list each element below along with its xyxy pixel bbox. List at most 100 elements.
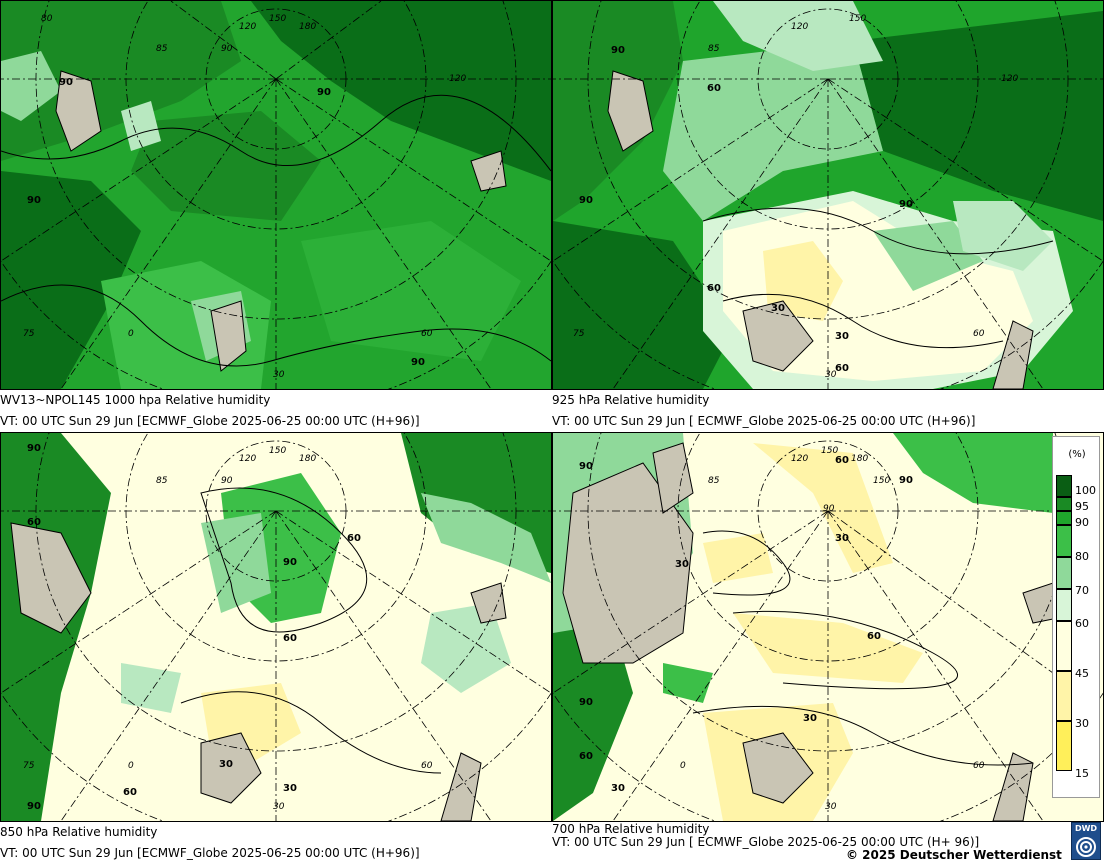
contour-label: 90 xyxy=(899,199,913,210)
legend-swatch xyxy=(1056,497,1072,511)
grid-label: 0 xyxy=(680,761,686,771)
grid-label: 180 xyxy=(299,454,316,464)
grid-label: 150 xyxy=(849,14,866,24)
grid-label: 75 xyxy=(573,329,585,339)
grid-label: 80 xyxy=(41,14,53,24)
legend-swatch xyxy=(1056,511,1072,525)
panel-title: WV13~NPOL145 1000 hpa Relative humidity xyxy=(0,393,271,407)
contour-label: 30 xyxy=(835,533,849,544)
panel-1000hpa: 150 180 120 90 85 80 75 60 30 0 120 90 9… xyxy=(0,0,552,432)
grid-label: 150 xyxy=(821,446,838,456)
grid-label: 75 xyxy=(23,329,35,339)
grid-label: 75 xyxy=(23,761,35,771)
humidity-map-700hpa: 150 180 120 90 85 150 60 30 0 90 60 90 3… xyxy=(552,432,1104,822)
grid-label: 85 xyxy=(156,476,168,486)
grid-label: 120 xyxy=(1001,74,1018,84)
grid-label: 85 xyxy=(156,44,168,54)
legend-swatch xyxy=(1056,621,1072,671)
grid-label: 85 xyxy=(708,44,720,54)
humidity-map-925hpa: 150 120 85 75 60 30 120 90 60 90 90 60 3… xyxy=(552,0,1104,390)
contour-label: 30 xyxy=(675,559,689,570)
contour-label: 60 xyxy=(707,283,721,294)
contour-label: 30 xyxy=(219,759,233,770)
legend-level: 30 xyxy=(1075,717,1089,730)
contour-label: 90 xyxy=(579,461,593,472)
grid-label: 60 xyxy=(421,329,433,339)
legend-unit: (%) xyxy=(1068,449,1086,460)
grid-label: 150 xyxy=(873,476,890,486)
contour-label: 60 xyxy=(123,787,137,798)
panel-valid-time: VT: 00 UTC Sun 29 Jun [ECMWF_Globe 2025-… xyxy=(0,414,420,428)
contour-label: 60 xyxy=(283,633,297,644)
contour-label: 90 xyxy=(283,557,297,568)
grid-label: 180 xyxy=(299,22,316,32)
grid-label: 120 xyxy=(791,22,808,32)
panel-valid-time: VT: 00 UTC Sun 29 Jun [ ECMWF_Globe 2025… xyxy=(552,414,976,428)
legend-swatch xyxy=(1056,557,1072,589)
contour-label: 90 xyxy=(579,195,593,206)
humidity-map-850hpa: 150 180 120 90 85 75 60 30 0 90 60 60 90… xyxy=(0,432,552,822)
contour-label: 90 xyxy=(611,45,625,56)
contour-label: 90 xyxy=(27,801,41,812)
contour-label: 30 xyxy=(283,783,297,794)
contour-label: 90 xyxy=(59,77,73,88)
panel-850hpa: 150 180 120 90 85 75 60 30 0 90 60 60 90… xyxy=(0,432,552,864)
grid-label: 30 xyxy=(825,802,837,812)
legend-level: 60 xyxy=(1075,617,1089,630)
legend-swatch xyxy=(1056,721,1072,771)
contour-label: 90 xyxy=(317,87,331,98)
contour-label: 30 xyxy=(803,713,817,724)
contour-label: 30 xyxy=(835,331,849,342)
legend-level: 95 xyxy=(1075,500,1089,513)
grid-label: 120 xyxy=(239,454,256,464)
grid-label: 150 xyxy=(269,446,286,456)
panel-title: 850 hPa Relative humidity xyxy=(0,825,158,839)
contour-label: 90 xyxy=(411,357,425,368)
grid-label: 60 xyxy=(973,329,985,339)
legend-level: 70 xyxy=(1075,584,1089,597)
legend-level: 90 xyxy=(1075,516,1089,529)
contour-label: 60 xyxy=(835,363,849,374)
grid-label: 30 xyxy=(273,802,285,812)
grid-label: 30 xyxy=(273,370,285,380)
grid-label: 90 xyxy=(823,504,835,514)
panel-700hpa: 150 180 120 90 85 150 60 30 0 90 60 90 3… xyxy=(552,432,1104,864)
grid-label: 60 xyxy=(421,761,433,771)
panel-title: 700 hPa Relative humidity xyxy=(552,822,710,836)
grid-label: 30 xyxy=(825,370,837,380)
contour-label: 60 xyxy=(707,83,721,94)
legend-swatch xyxy=(1056,475,1072,497)
contour-label: 90 xyxy=(27,195,41,206)
legend-swatch xyxy=(1056,671,1072,721)
contour-label: 60 xyxy=(27,517,41,528)
dwd-logo: DWD xyxy=(1071,822,1101,860)
contour-label: 60 xyxy=(867,631,881,642)
copyright-text: © 2025 Deutscher Wetterdienst xyxy=(846,848,1062,862)
contour-label: 90 xyxy=(579,697,593,708)
grid-label: 180 xyxy=(851,454,868,464)
panel-title: 925 hPa Relative humidity xyxy=(552,393,710,407)
dwd-logo-text: DWD xyxy=(1074,824,1098,833)
swirl-icon xyxy=(1076,837,1096,857)
humidity-legend: (%) 100 95 90 80 70 60 45 30 15 xyxy=(1052,436,1100,798)
legend-level: 100 xyxy=(1075,484,1096,497)
panel-valid-time: VT: 00 UTC Sun 29 Jun [ ECMWF_Globe 2025… xyxy=(552,835,980,849)
contour-label: 30 xyxy=(771,303,785,314)
legend-level: 45 xyxy=(1075,667,1089,680)
contour-label: 60 xyxy=(835,455,849,466)
contour-label: 30 xyxy=(611,783,625,794)
grid-label: 60 xyxy=(973,761,985,771)
grid-label: 0 xyxy=(128,761,134,771)
legend-swatch xyxy=(1056,525,1072,557)
humidity-map-1000hpa: 150 180 120 90 85 80 75 60 30 0 120 90 9… xyxy=(0,0,552,390)
grid-label: 120 xyxy=(791,454,808,464)
grid-label: 0 xyxy=(128,329,134,339)
grid-label: 90 xyxy=(221,476,233,486)
legend-level: 80 xyxy=(1075,550,1089,563)
grid-label: 120 xyxy=(449,74,466,84)
grid-label: 120 xyxy=(239,22,256,32)
grid-label: 150 xyxy=(269,14,286,24)
legend-swatch xyxy=(1056,589,1072,621)
contour-label: 90 xyxy=(899,475,913,486)
panel-925hpa: 150 120 85 75 60 30 120 90 60 90 90 60 3… xyxy=(552,0,1104,432)
